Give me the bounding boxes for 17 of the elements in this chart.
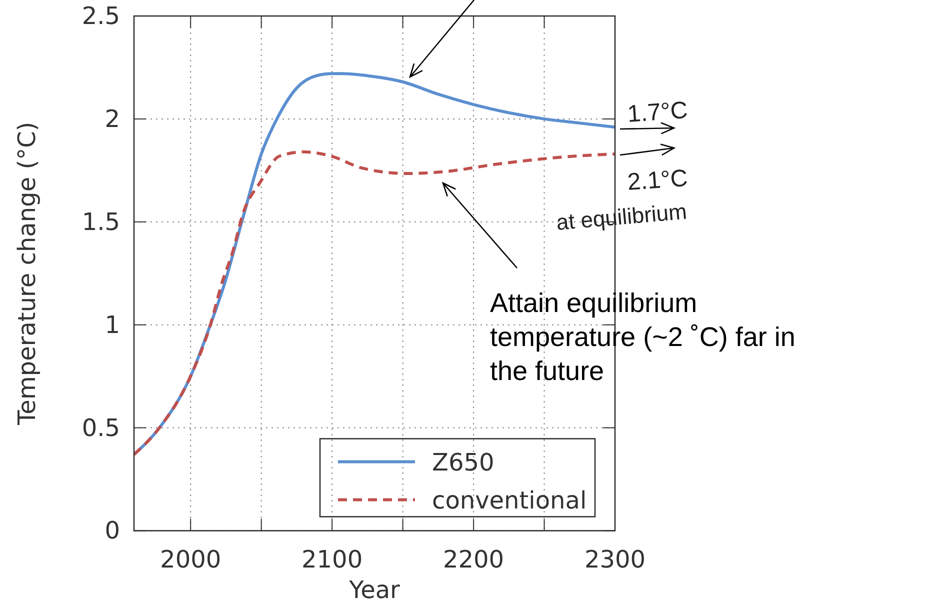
legend-label: Z650	[432, 448, 494, 477]
annotation: at equilibrium	[555, 198, 688, 235]
y-tick-label: 2	[104, 104, 120, 133]
x-tick-label: 2000	[160, 546, 222, 574]
y-tick-label: 0	[104, 516, 120, 545]
x-axis-title: Year	[348, 576, 400, 604]
y-tick-label: 1	[104, 310, 120, 339]
y-tick-label: 1.5	[82, 208, 120, 236]
legend-label: conventional	[432, 486, 587, 515]
y-tick-label: 0.5	[82, 414, 120, 442]
text: 2.1°C	[626, 164, 689, 196]
y-tick-label: 2.5	[82, 2, 120, 30]
x-tick-label: 2300	[584, 546, 646, 574]
x-tick-label: 2100	[302, 546, 363, 574]
y-axis-title: Temperature change (°C)	[13, 122, 41, 426]
text: 1.7°C	[626, 96, 689, 128]
x-tick-label: 2200	[442, 546, 504, 574]
